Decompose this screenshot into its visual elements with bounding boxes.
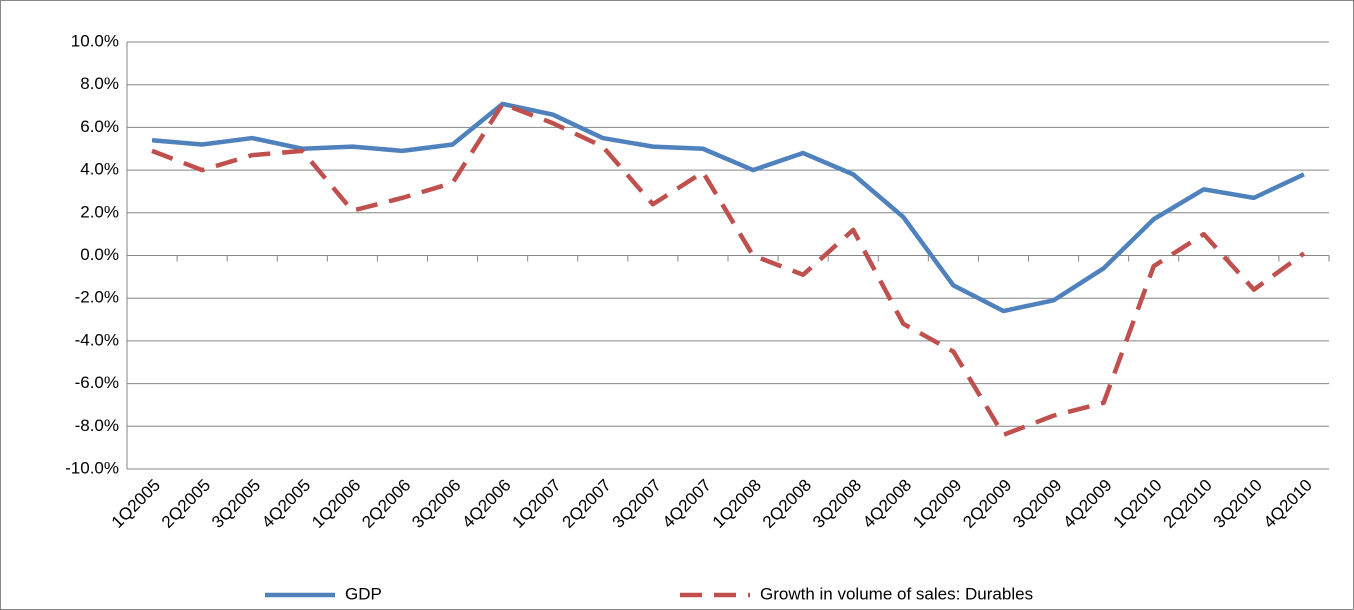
y-tick-label: 6.0% (80, 117, 119, 136)
y-tick-label: 8.0% (80, 74, 119, 93)
y-tick-label: 2.0% (80, 202, 119, 221)
y-tick-label: 4.0% (80, 160, 119, 179)
series-line (151, 101, 1305, 314)
y-tick-label: -2.0% (75, 288, 119, 307)
y-tick-label: -8.0% (75, 416, 119, 435)
legend-label: GDP (345, 584, 382, 603)
y-tick-label: -6.0% (75, 373, 119, 392)
y-tick-label: 0.0% (80, 245, 119, 264)
y-tick-label: 10.0% (71, 31, 119, 50)
legend-label: Growth in volume of sales: Durables (760, 584, 1033, 603)
series-line (151, 101, 1306, 438)
y-tick-label: -4.0% (75, 330, 119, 349)
y-tick-label: -10.0% (65, 458, 119, 477)
